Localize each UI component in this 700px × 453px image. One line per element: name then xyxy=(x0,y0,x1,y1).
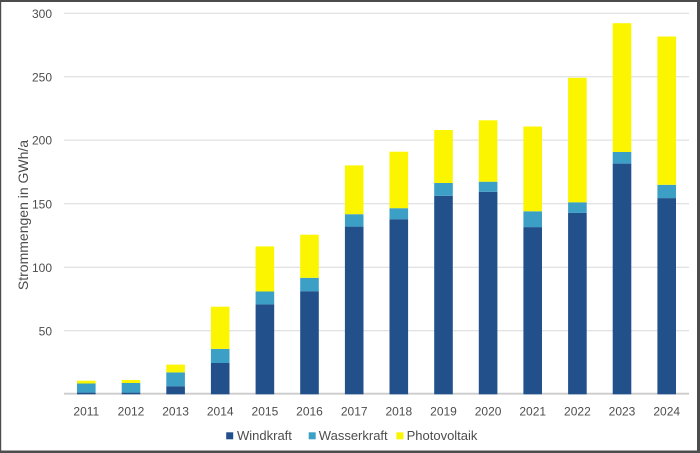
svg-text:2022: 2022 xyxy=(564,405,591,419)
svg-text:2018: 2018 xyxy=(385,405,412,419)
svg-text:2014: 2014 xyxy=(207,405,234,419)
svg-text:2021: 2021 xyxy=(519,405,546,419)
svg-text:2012: 2012 xyxy=(118,405,145,419)
svg-text:2015: 2015 xyxy=(252,405,279,419)
svg-text:2011: 2011 xyxy=(73,405,99,419)
svg-text:2017: 2017 xyxy=(341,405,368,419)
svg-text:Windkraft: Windkraft xyxy=(237,428,292,443)
svg-text:Photovoltaik: Photovoltaik xyxy=(407,428,478,443)
svg-text:Strommengen in GWh/a: Strommengen in GWh/a xyxy=(15,140,31,290)
svg-text:250: 250 xyxy=(32,70,52,84)
svg-text:2020: 2020 xyxy=(475,405,502,419)
svg-text:150: 150 xyxy=(32,197,52,211)
svg-text:2023: 2023 xyxy=(609,405,636,419)
svg-text:300: 300 xyxy=(32,7,52,21)
svg-text:Wasserkraft: Wasserkraft xyxy=(319,428,388,443)
svg-text:2024: 2024 xyxy=(653,405,680,419)
svg-text:200: 200 xyxy=(32,134,52,148)
svg-text:2016: 2016 xyxy=(296,405,323,419)
svg-text:2019: 2019 xyxy=(430,405,457,419)
svg-text:50: 50 xyxy=(39,324,53,338)
svg-text:2013: 2013 xyxy=(162,405,189,419)
svg-text:100: 100 xyxy=(32,261,52,275)
